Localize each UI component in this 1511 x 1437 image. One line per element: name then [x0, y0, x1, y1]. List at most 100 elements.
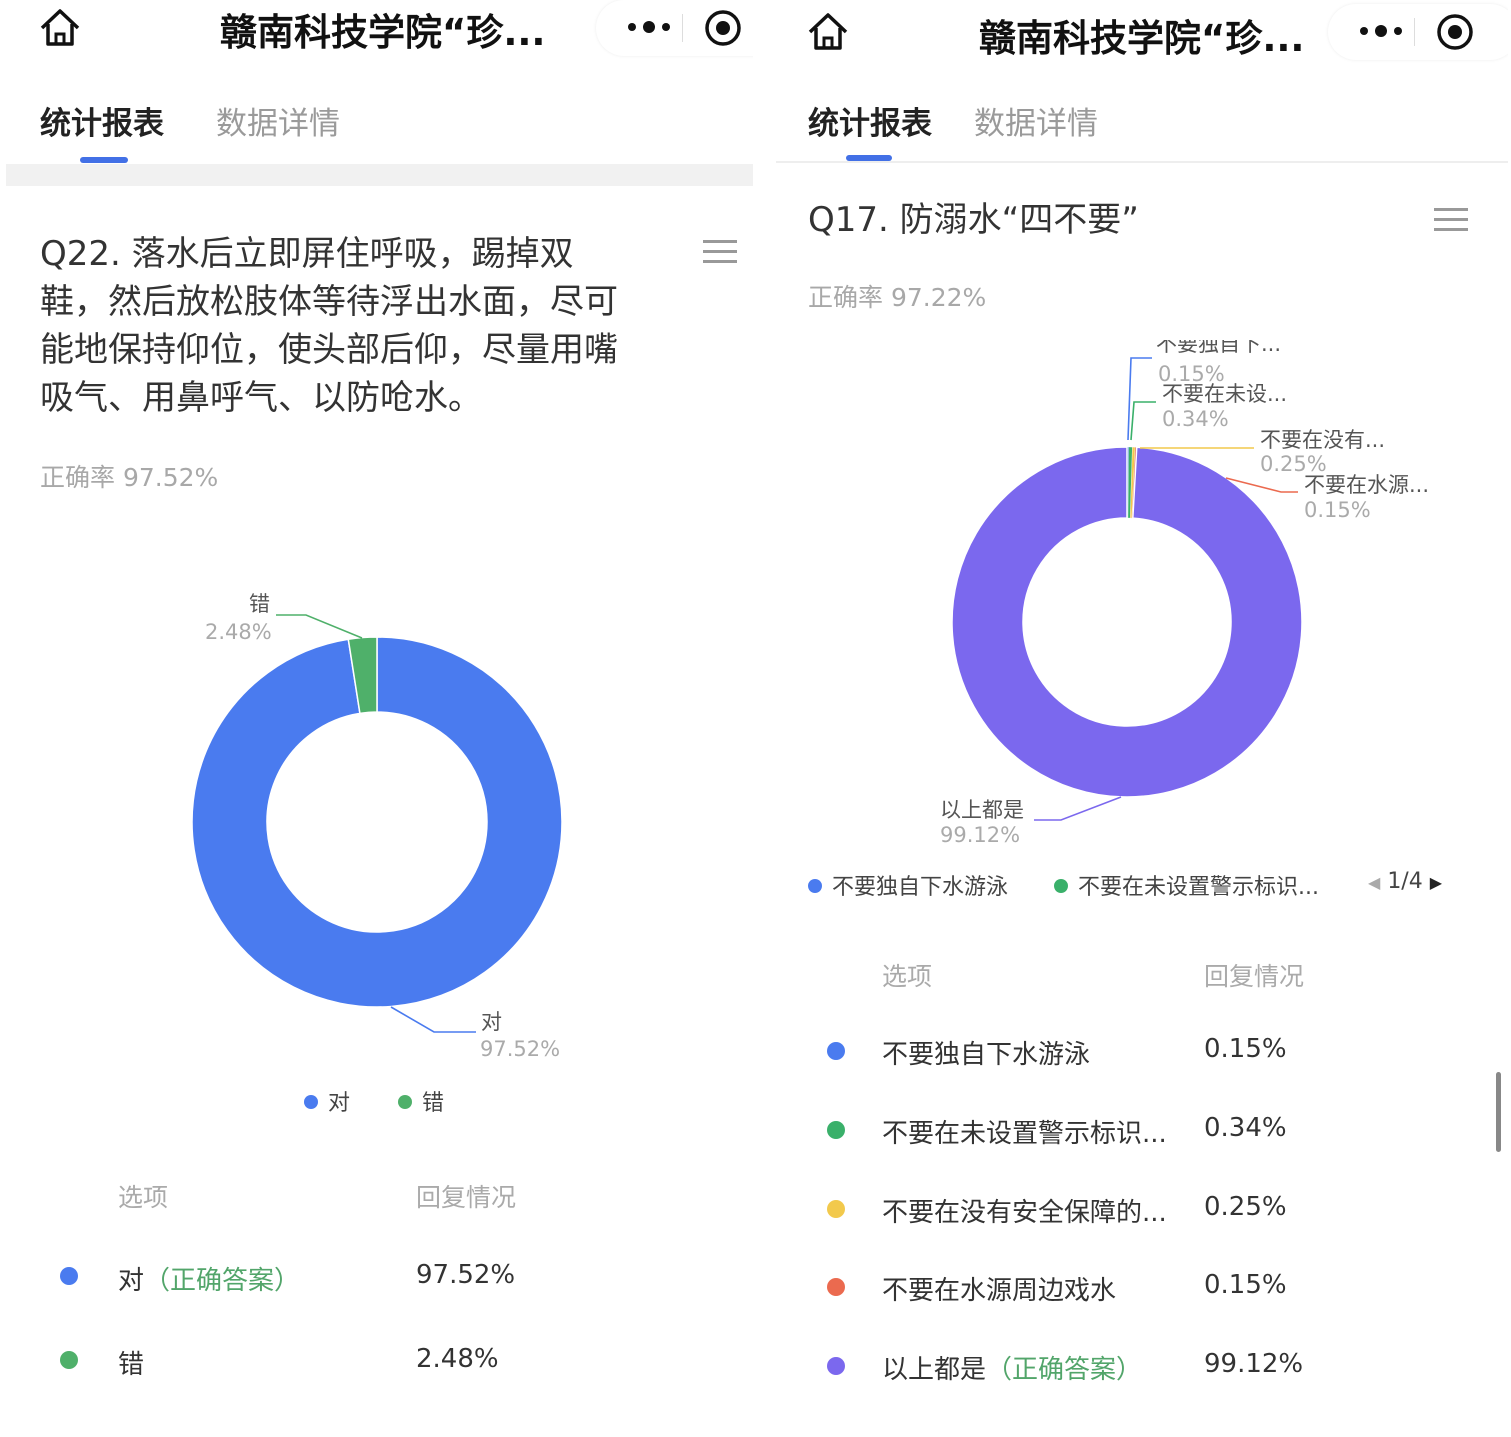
row-option: 对（正确答案）	[118, 1260, 300, 1297]
close-target-icon[interactable]	[1436, 13, 1474, 51]
donut-slice-1[interactable]	[347, 636, 378, 715]
slice-label-name: 不要在水源...	[1304, 473, 1430, 497]
row-color-dot	[60, 1267, 78, 1285]
section-divider	[776, 161, 1508, 163]
legend-item[interactable]: 不要独自下水游泳	[808, 869, 1008, 901]
table-header-option: 选项	[882, 962, 933, 991]
leader-line	[276, 614, 363, 639]
right-screen: 赣南科技学院“珍... 统计报表 数据详情 Q17. 防溺水“四不要” 正确率 …	[776, 0, 1508, 1395]
row-color-dot	[60, 1351, 78, 1369]
capsule-divider	[682, 14, 683, 42]
tab-statistics[interactable]: 统计报表	[40, 106, 164, 142]
close-target-icon[interactable]	[704, 9, 742, 47]
legend-dot	[398, 1095, 412, 1109]
left-screen: 赣南科技学院“珍... 统计报表 数据详情 Q22. 落水后立即屏住呼吸，踢掉双…	[6, 0, 753, 1395]
prev-page-icon[interactable]: ◀	[1368, 873, 1381, 892]
correct-answer-tag: （正确答案）	[986, 1355, 1143, 1385]
slice-label-name: 不要在未设...	[1162, 382, 1288, 406]
legend-item[interactable]: 对	[304, 1085, 350, 1117]
row-percent: 0.25%	[1204, 1192, 1287, 1222]
accuracy-text: 正确率 97.22%	[808, 283, 987, 312]
row-option-text: 错	[118, 1350, 145, 1380]
slice-label-pct: 0.15%	[1158, 362, 1225, 386]
slice-label-name: 错	[249, 592, 270, 616]
slice-label-pct: 2.48%	[205, 620, 272, 644]
table-header-response: 回复情况	[416, 1183, 517, 1212]
row-option: 不要独自下水游泳	[882, 1040, 1091, 1070]
row-percent: 0.34%	[1204, 1113, 1287, 1143]
leader-line	[1127, 357, 1152, 441]
row-option: 以上都是（正确答案）	[882, 1349, 1142, 1386]
legend-label: 不要在未设置警示标识...	[1078, 875, 1319, 900]
slice-label-name: 不要独自下...	[1156, 340, 1282, 356]
slice-label-name: 对	[481, 1010, 502, 1034]
row-color-dot	[827, 1357, 845, 1375]
home-icon[interactable]	[806, 10, 850, 54]
donut-slice-0[interactable]	[191, 636, 563, 1008]
next-page-icon[interactable]: ▶	[1429, 873, 1443, 892]
row-percent: 0.15%	[1204, 1270, 1287, 1300]
legend-label: 错	[422, 1091, 445, 1116]
slice-label-pct: 97.52%	[480, 1037, 561, 1061]
nav-bar: 赣南科技学院“珍...	[6, 0, 753, 60]
slice-label-pct: 0.25%	[1260, 452, 1327, 476]
slice-label-name: 以上都是	[940, 798, 1024, 822]
clipped-label-wrapper: 不要独自下...	[1156, 340, 1296, 358]
slice-label-pct: 0.15%	[1304, 498, 1371, 522]
slice-label-name: 不要在没有...	[1260, 428, 1386, 452]
active-tab-indicator	[80, 157, 128, 163]
row-option-text: 以上都是	[882, 1355, 987, 1385]
legend-pager: ◀ 1/4 ▶	[1368, 869, 1442, 894]
menu-icon[interactable]	[703, 238, 737, 266]
leader-line	[390, 1006, 476, 1033]
question-title: Q17. 防溺水“四不要”	[808, 200, 1139, 240]
row-option-text: 对	[118, 1266, 145, 1296]
capsule-divider	[1414, 18, 1415, 46]
legend-dot	[1054, 879, 1068, 893]
legend-dot	[304, 1095, 318, 1109]
table-header-option: 选项	[118, 1183, 169, 1212]
leader-line	[1130, 401, 1156, 441]
nav-bar: 赣南科技学院“珍...	[776, 0, 1508, 60]
leader-line	[1225, 477, 1298, 493]
row-color-dot	[827, 1042, 845, 1060]
row-percent: 0.15%	[1204, 1034, 1287, 1064]
legend-label: 对	[328, 1091, 351, 1116]
page-indicator: 1/4	[1387, 869, 1423, 894]
question-title: Q22. 落水后立即屏住呼吸，踢掉双鞋，然后放松肢体等待浮出水面，尽可能地保持仰…	[40, 234, 618, 418]
tab-data-details[interactable]: 数据详情	[974, 106, 1098, 142]
row-option: 错	[118, 1344, 144, 1381]
tab-statistics[interactable]: 统计报表	[808, 106, 932, 142]
active-tab-indicator	[846, 155, 892, 161]
row-percent: 97.52%	[416, 1260, 516, 1290]
scrollbar[interactable]	[1496, 1072, 1501, 1152]
menu-icon[interactable]	[1434, 206, 1468, 234]
more-icon[interactable]	[626, 17, 672, 37]
slice-label-pct: 99.12%	[940, 823, 1021, 847]
donut-chart	[951, 357, 1303, 821]
legend-item[interactable]: 不要在未设置警示标识...	[1054, 869, 1319, 901]
row-color-dot	[827, 1278, 845, 1296]
accuracy-text: 正确率 97.52%	[40, 463, 219, 492]
row-color-dot	[827, 1121, 845, 1139]
page-title: 赣南科技学院“珍...	[979, 17, 1305, 60]
more-icon[interactable]	[1358, 21, 1404, 41]
home-icon[interactable]	[38, 6, 82, 50]
leader-line	[1034, 796, 1122, 821]
legend-label: 不要独自下水游泳	[832, 875, 1009, 900]
row-color-dot	[827, 1200, 845, 1218]
tab-data-details[interactable]: 数据详情	[216, 106, 340, 142]
row-option: 不要在未设置警示标识...	[882, 1119, 1167, 1149]
donut-chart	[191, 614, 563, 1033]
correct-answer-tag: （正确答案）	[144, 1266, 301, 1296]
slice-label-pct: 0.34%	[1162, 407, 1229, 431]
row-option: 不要在没有安全保障的...	[882, 1198, 1167, 1228]
mini-program-capsule	[596, 0, 753, 56]
legend-item[interactable]: 错	[398, 1085, 444, 1117]
table-header-response: 回复情况	[1204, 962, 1305, 991]
donut-slice-4[interactable]	[951, 446, 1303, 798]
row-percent: 2.48%	[416, 1344, 499, 1374]
section-divider	[6, 164, 753, 186]
mini-program-capsule	[1328, 4, 1508, 60]
legend-dot	[808, 879, 822, 893]
